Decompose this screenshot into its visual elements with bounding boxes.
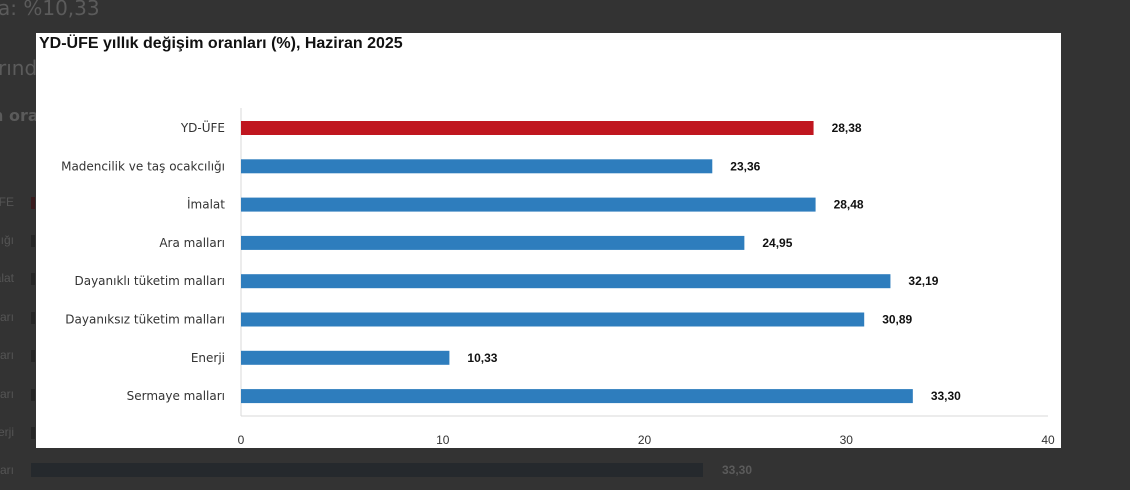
bar <box>241 235 745 250</box>
data-label: 28,48 <box>834 198 864 212</box>
x-tick-label: 40 <box>1041 433 1055 447</box>
background-side-label: alat <box>0 271 14 285</box>
background-marker <box>31 235 35 247</box>
x-tick-label: 0 <box>238 433 245 447</box>
bar <box>241 159 713 174</box>
bar <box>241 121 814 135</box>
background-text-3: n ora <box>0 106 39 125</box>
category-label: Dayanıklı tüketim malları <box>74 274 225 288</box>
background-marker <box>31 350 35 362</box>
background-side-label: arı <box>0 463 14 477</box>
background-side-label: ÜFE <box>0 195 14 209</box>
chart-title: YD-ÜFE yıllık değişim oranları (%), Hazi… <box>39 35 403 52</box>
background-bar <box>31 463 703 477</box>
background-side-label: ığı <box>0 233 14 247</box>
background-marker <box>31 312 35 324</box>
data-label: 32,19 <box>908 274 938 288</box>
category-label: Enerji <box>191 351 225 365</box>
x-tick-label: 20 <box>638 433 652 447</box>
category-label: Sermaye malları <box>127 389 225 403</box>
category-label: Ara malları <box>159 236 225 250</box>
background-text-1: a: %10,33 <box>0 0 100 20</box>
x-tick-label: 30 <box>840 433 854 447</box>
category-label: YD-ÜFE <box>180 119 225 135</box>
background-marker <box>31 273 35 285</box>
category-label: Dayanıksız tüketim malları <box>65 313 225 327</box>
background-marker <box>31 427 35 439</box>
data-label: 24,95 <box>762 236 792 250</box>
background-marker <box>31 389 35 401</box>
background-side-label: arı <box>0 348 14 362</box>
category-label: Madencilik ve taş ocakcılığı <box>61 159 225 173</box>
background-side-label: erji <box>0 425 14 439</box>
data-label: 10,33 <box>467 351 497 365</box>
chart-card: YD-ÜFE yıllık değişim oranları (%), Hazi… <box>36 33 1061 448</box>
background-side-label: arı <box>0 310 14 324</box>
bar <box>241 197 816 212</box>
bar <box>241 389 913 404</box>
data-label: 33,30 <box>931 389 961 403</box>
x-tick-label: 10 <box>436 433 450 447</box>
background-marker <box>31 197 35 209</box>
background-text-2: rınd <box>0 56 38 80</box>
bar <box>241 350 450 365</box>
data-label: 30,89 <box>882 313 912 327</box>
category-label: İmalat <box>187 197 225 212</box>
bar-chart: 0 10 20 30 40 YD-ÜFE 28,38 Madencilik ve taş oc… <box>61 108 1055 447</box>
background-side-label: arı <box>0 387 14 401</box>
bar <box>241 274 891 289</box>
data-label: 28,38 <box>832 121 862 135</box>
bar <box>241 312 865 327</box>
background-bar-value: 33,30 <box>722 463 753 477</box>
data-label: 23,36 <box>730 159 760 173</box>
